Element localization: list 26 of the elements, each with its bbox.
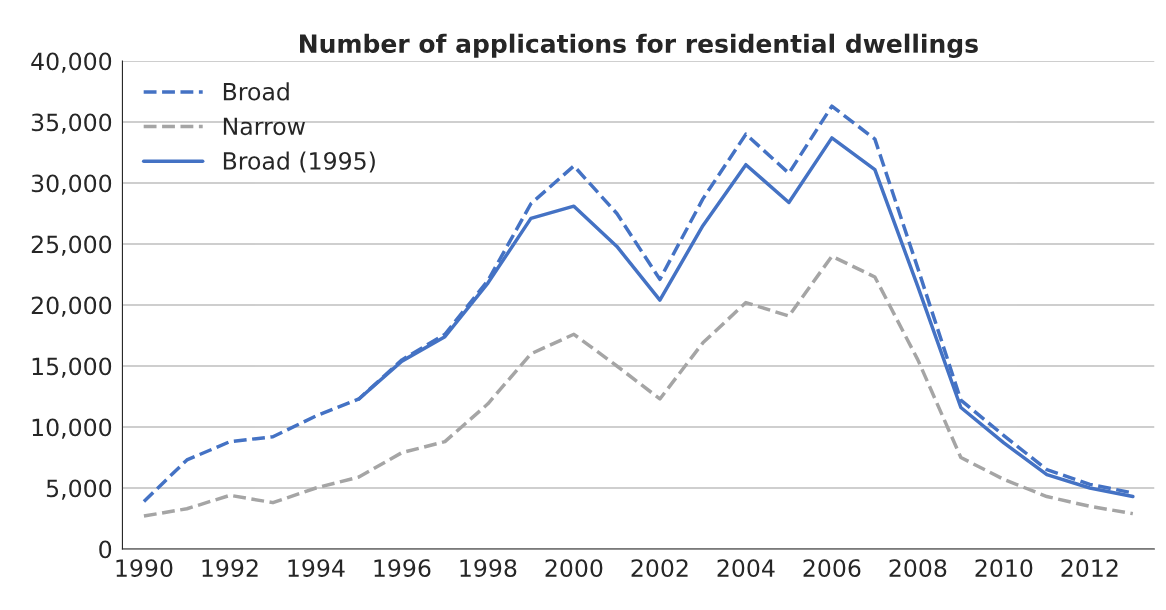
y-tick-label: 30,000 [31, 174, 112, 195]
x-tick-label: 1990 [116, 559, 173, 577]
x-tick-label: 2006 [803, 559, 861, 577]
x-tick-label: 1996 [374, 559, 431, 577]
y-tick-label: 5,000 [46, 479, 112, 500]
chart-title: Number of applications for residential dwellings [300, 33, 978, 59]
x-tick-label: 1994 [288, 559, 345, 577]
x-tick-label: 1998 [460, 559, 517, 577]
legend-label: Broad (1995) [223, 151, 375, 173]
y-tick-label: 0 [99, 540, 112, 559]
y-tick-label: 10,000 [32, 418, 112, 439]
y-tick-label: 25,000 [31, 235, 112, 256]
x-tick-label: 2000 [545, 559, 603, 577]
legend-label: Broad [223, 82, 289, 101]
x-tick-label: 2012 [1061, 559, 1118, 577]
x-tick-label: 2008 [889, 559, 947, 577]
y-tick-label: 35,000 [31, 113, 112, 134]
x-tick-label: 2002 [631, 559, 688, 577]
y-tick-label: 20,000 [31, 296, 112, 317]
y-tick-label: 40,000 [31, 52, 112, 73]
line-series [142, 254, 1135, 518]
y-tick-label: 15,000 [32, 357, 112, 378]
legend-label: Narrow [223, 117, 305, 136]
x-tick-label: 2010 [975, 559, 1033, 577]
x-tick-label: 1992 [202, 559, 258, 577]
x-tick-label: 2004 [717, 559, 775, 577]
